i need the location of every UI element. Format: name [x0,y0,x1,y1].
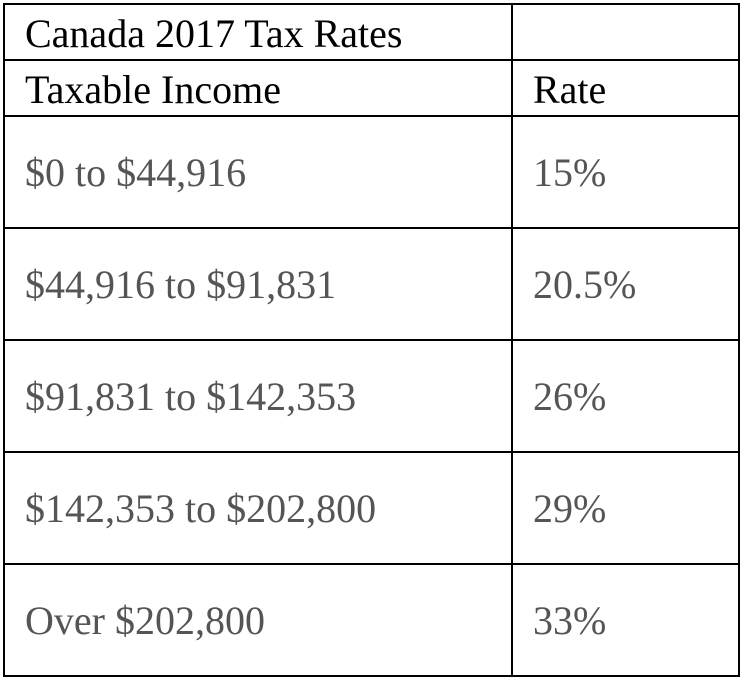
title-row: Canada 2017 Tax Rates [3,3,740,61]
table-row: $91,831 to $142,353 26% [3,339,740,453]
table-row: $0 to $44,916 15% [3,115,740,229]
header-row: Taxable Income Rate [3,59,740,117]
rate-cell: 20.5% [511,227,740,341]
header-rate: Rate [511,59,740,117]
header-taxable-income: Taxable Income [3,59,513,117]
income-bracket-cell: $91,831 to $142,353 [3,339,513,453]
table-row: $142,353 to $202,800 29% [3,451,740,565]
income-bracket-cell: $44,916 to $91,831 [3,227,513,341]
rate-cell: 26% [511,339,740,453]
rate-cell: 15% [511,115,740,229]
rate-cell: 29% [511,451,740,565]
income-bracket-cell: $142,353 to $202,800 [3,451,513,565]
table-row: $44,916 to $91,831 20.5% [3,227,740,341]
tax-rates-table: Canada 2017 Tax Rates Taxable Income Rat… [3,3,740,677]
table-title-empty-cell [511,3,740,61]
table-row: Over $202,800 33% [3,563,740,677]
income-bracket-cell: $0 to $44,916 [3,115,513,229]
income-bracket-cell: Over $202,800 [3,563,513,677]
table-title: Canada 2017 Tax Rates [3,3,513,61]
rate-cell: 33% [511,563,740,677]
